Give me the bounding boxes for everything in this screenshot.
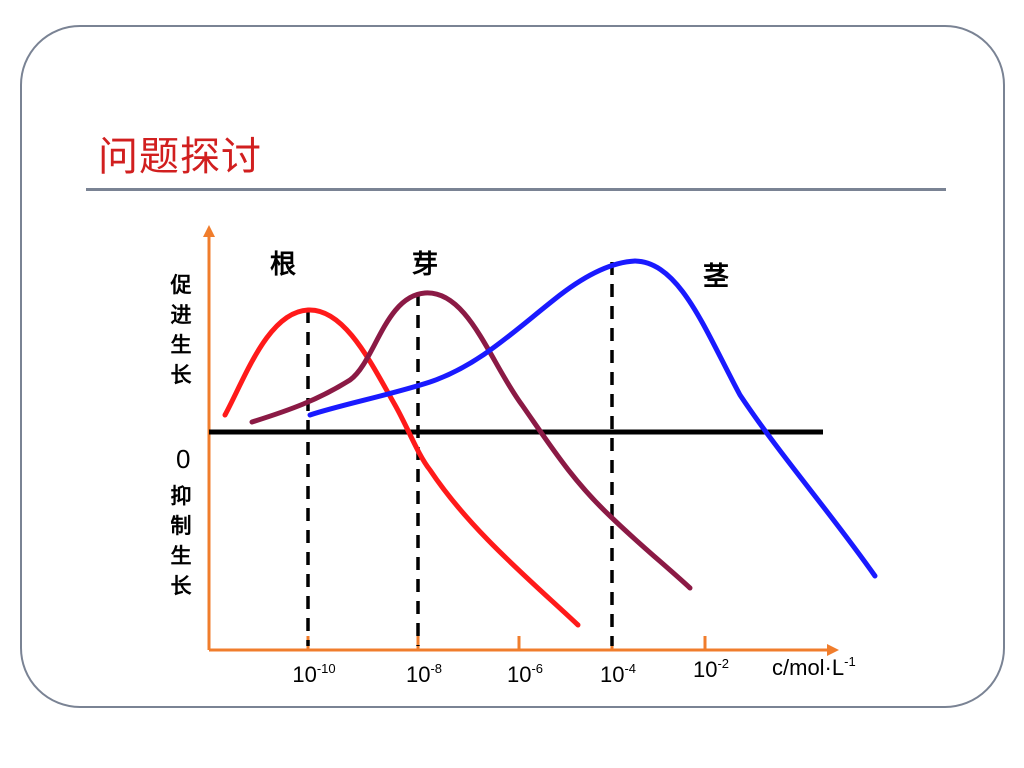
title-divider bbox=[86, 188, 946, 191]
x-tick-exp-4: -2 bbox=[717, 656, 730, 671]
curve-bud bbox=[249, 290, 693, 591]
x-tick-label-0: 10-10 bbox=[292, 662, 335, 688]
y-label-promote-char-2: 生 bbox=[170, 333, 192, 357]
y-label-promote-char-0: 促 bbox=[170, 273, 192, 297]
x-tick-base-3: 10 bbox=[599, 662, 625, 687]
y-label-inhibit-char-1: 制 bbox=[170, 514, 192, 538]
series-label-1: 芽 bbox=[412, 250, 439, 280]
x-tick-base-2: 10 bbox=[506, 662, 532, 687]
x-tick-label-4: 10-2 bbox=[693, 657, 729, 683]
x-tick-label-1: 10-8 bbox=[406, 662, 442, 688]
x-unit-label: c/mol·L-1 bbox=[772, 655, 856, 681]
slide-frame bbox=[20, 25, 1005, 708]
series-label-0: 根 bbox=[270, 250, 297, 280]
x-unit-exp: -1 bbox=[844, 654, 856, 669]
zero-label: 0 bbox=[176, 444, 191, 474]
y-label-inhibit-char-2: 生 bbox=[170, 544, 192, 568]
x-tick-exp-2: -6 bbox=[531, 661, 544, 676]
y-label-inhibit-char-0: 抑 bbox=[170, 484, 192, 508]
x-tick-label-3: 10-4 bbox=[600, 662, 636, 688]
x-tick-base-0: 10 bbox=[292, 662, 317, 687]
x-tick-exp-0: -10 bbox=[316, 661, 336, 676]
x-unit-base: c/mol·L bbox=[772, 655, 845, 680]
y-label-promote-char-1: 进 bbox=[170, 303, 192, 327]
y-label-inhibit-char-3: 长 bbox=[170, 574, 192, 598]
series-label-2: 茎 bbox=[703, 262, 730, 292]
y-label-promote-char-3: 长 bbox=[170, 363, 192, 387]
x-tick-base-1: 10 bbox=[405, 662, 431, 687]
x-tick-label-2: 10-6 bbox=[507, 662, 543, 688]
x-tick-exp-3: -4 bbox=[624, 661, 637, 676]
page-title: 问题探讨 bbox=[98, 134, 262, 180]
x-tick-exp-1: -8 bbox=[430, 661, 443, 676]
curve-stem bbox=[307, 258, 878, 579]
x-tick-base-4: 10 bbox=[692, 657, 718, 682]
curve-root bbox=[222, 307, 581, 628]
